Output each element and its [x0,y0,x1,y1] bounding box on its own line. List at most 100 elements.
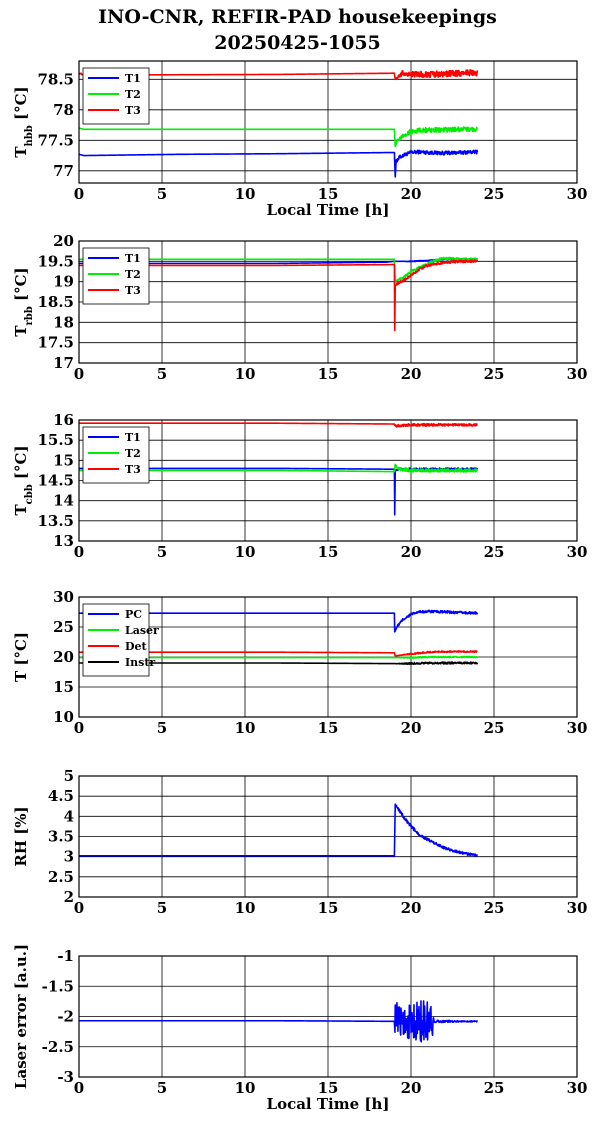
x-tick-label: 15 [318,543,339,561]
y-tick-label: 19.5 [37,252,74,270]
legend-label: T1 [125,72,141,85]
y-tick-label: -2.5 [42,1038,74,1056]
legend-label: Det [125,640,148,653]
x-tick-label: 10 [235,543,256,561]
x-tick-label: 30 [567,719,588,737]
legend: PC Laser Det Instr [82,603,159,677]
series-line-t1 [78,149,479,178]
legend-label: T3 [125,284,141,297]
plot-panel-2: 0 5 10 15 20 25 30 17 17.5 18 18.5 19 19.5 20 Trbb [°C… [12,232,587,383]
legend-label: T3 [125,104,141,117]
legend-label: Laser [125,624,159,637]
gridlines [79,420,577,541]
x-tick-label: 5 [157,185,167,203]
x-tick-label: 0 [74,719,84,737]
x-tick-label: 15 [318,185,339,203]
legend-box [82,603,150,677]
x-tick-label: 25 [484,719,505,737]
x-tick-label: 15 [318,899,339,917]
x-axis-title: Local Time [h] [267,201,390,219]
series-line-t2 [78,126,478,148]
plot-panel-5: 0 5 10 15 20 25 30 2 2.5 3 3.5 4 4.5 5 RH [%] [12,767,587,917]
x-tick-label: 30 [567,365,588,383]
gridlines [79,956,577,1077]
x-tick-label: 5 [157,365,167,383]
y-tick-label: -2 [57,1008,74,1026]
x-tick-label: 15 [318,719,339,737]
x-tick-label: 20 [401,185,422,203]
x-tick-label: 25 [484,899,505,917]
y-tick-label: 13 [53,532,74,550]
x-tick-label: 20 [401,1079,422,1097]
x-tick-label: 0 [74,1079,84,1097]
y-tick-label: 77.5 [37,131,74,149]
y-tick-label: -3 [57,1068,74,1086]
x-tick-label: 5 [157,899,167,917]
x-tick-label: 25 [484,365,505,383]
y-tick-label: 15 [53,678,74,696]
y-tick-label: 15 [53,451,74,469]
x-tick-label: 0 [74,543,84,561]
x-tick-label: 0 [74,365,84,383]
y-tick-label: 16 [53,411,74,429]
y-tick-label: 15.5 [37,431,74,449]
series-line-data [78,1000,478,1043]
legend-label: T2 [125,268,141,281]
x-tick-label: 20 [401,899,422,917]
y-tick-label: 20 [53,648,74,666]
y-tick-label: 13.5 [37,512,74,530]
x-tick-label: 0 [74,185,84,203]
series-group [78,803,478,857]
figure-title: INO-CNR, REFIR-PAD housekeepings 2025042… [0,4,595,56]
legend-label: Instr [125,656,155,669]
plot-panel-4: 0 5 10 15 20 25 30 10 15 20 25 30 T [°C] PC Laser Det In… [12,588,587,737]
y-axis-title: T [°C] [12,632,30,682]
plot-panel-6: 0 5 10 15 20 25 30 -3 -2.5 -2 -1.5 -1 Laser error [a… [12,944,587,1113]
series-line-t3 [78,422,478,428]
y-tick-label: 4.5 [48,787,74,805]
plot-frame [78,596,578,718]
legend-label: T3 [125,463,141,476]
title-line-2: 20250425-1055 [214,32,381,54]
gridlines [79,61,577,183]
y-tick-label: 2.5 [48,868,74,886]
x-tick-label: 30 [567,543,588,561]
legend: T1 T2 T3 [82,67,150,125]
y-tick-label: 5 [64,767,74,785]
x-tick-label: 25 [484,1079,505,1097]
plot-frame [78,775,578,898]
series-group [78,1000,478,1043]
plot-frame [78,419,578,542]
y-tick-label: 10 [53,708,74,726]
x-tick-label: 25 [484,543,505,561]
y-tick-label: 2 [64,888,74,906]
y-tick-label: 25 [53,618,74,636]
y-tick-label: 20 [53,232,74,250]
y-tick-label: 3 [64,848,74,866]
y-tick-label: -1 [57,947,74,965]
title-line-1: INO-CNR, REFIR-PAD housekeepings [98,6,497,28]
plot-frame [78,60,578,184]
x-tick-label: 10 [235,1079,256,1097]
y-tick-label: -1.5 [42,977,74,995]
y-tick-label: 78.5 [37,70,74,88]
x-tick-label: 25 [484,185,505,203]
plot-frame [78,240,578,364]
plot-panel-3: 0 5 10 15 20 25 30 13 13.5 14 14.5 15 15.5 16 Tcbb [°C… [12,411,587,561]
y-tick-label: 77 [53,162,74,180]
legend-label: PC [125,608,142,621]
x-tick-label: 5 [157,719,167,737]
legend-label: T2 [125,447,141,460]
y-tick-label: 17.5 [37,334,74,352]
y-tick-label: 18.5 [37,293,74,311]
x-tick-label: 10 [235,899,256,917]
x-tick-label: 20 [401,365,422,383]
x-tick-label: 15 [318,1079,339,1097]
x-tick-label: 10 [235,365,256,383]
x-tick-label: 20 [401,719,422,737]
y-tick-label: 4 [64,807,74,825]
y-tick-label: 30 [53,588,74,606]
y-tick-label: 17 [53,354,74,372]
